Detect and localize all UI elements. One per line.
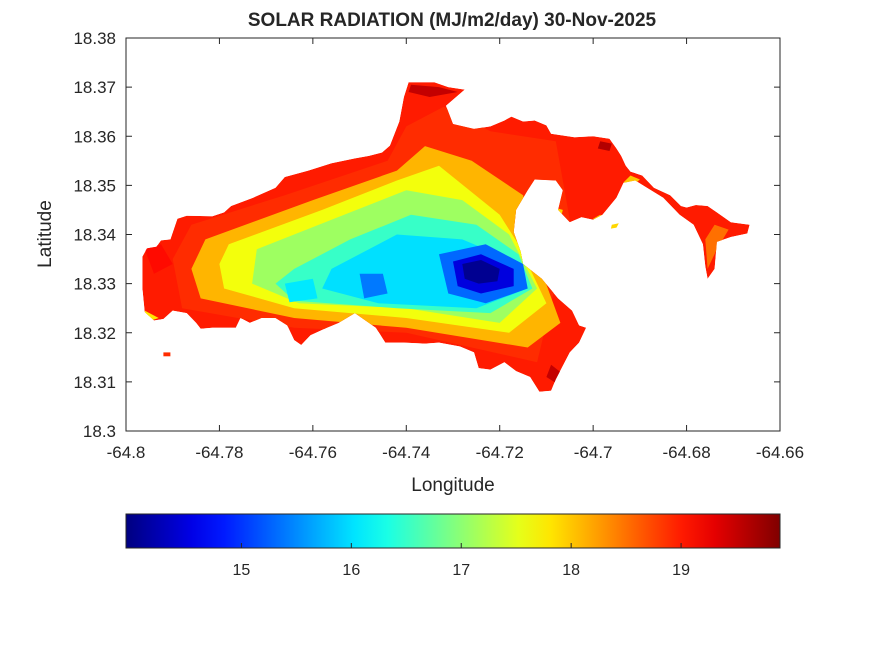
x-tick-label-6: -64.68 bbox=[662, 443, 710, 462]
y-tick-label-0: 18.3 bbox=[83, 422, 116, 441]
x-tick-label-1: -64.78 bbox=[195, 443, 243, 462]
colorbar-tick-label-4: 19 bbox=[672, 562, 690, 579]
y-tick-label-4: 18.34 bbox=[73, 226, 116, 245]
chart-title: SOLAR RADIATION (MJ/m2/day) 30-Nov-2025 bbox=[248, 10, 657, 31]
colorbar-tick-label-3: 18 bbox=[562, 562, 580, 579]
contour-bands bbox=[144, 84, 729, 383]
islets bbox=[163, 223, 619, 357]
y-tick-label-7: 18.37 bbox=[73, 78, 116, 97]
contour-band-19 bbox=[144, 244, 173, 274]
x-axis: -64.8 -64.78 -64.76 -64.74 -64.72 -64.7 -64.68… bbox=[107, 38, 804, 462]
contour-band-10 bbox=[462, 260, 500, 284]
x-tick-label-0: -64.8 bbox=[107, 443, 146, 462]
x-tick-label-5: -64.7 bbox=[574, 443, 613, 462]
heatmap-layer bbox=[142, 82, 750, 392]
y-tick-label-8: 18.38 bbox=[73, 29, 116, 48]
y-tick-label-1: 18.31 bbox=[73, 373, 116, 392]
y-tick-label-5: 18.35 bbox=[73, 176, 116, 195]
x-tick-label-7: -64.66 bbox=[756, 443, 804, 462]
y-tick-label-2: 18.32 bbox=[73, 324, 116, 343]
contour-band-6 bbox=[284, 278, 318, 303]
y-tick-label-3: 18.33 bbox=[73, 275, 116, 294]
x-tick-label-3: -64.74 bbox=[382, 443, 430, 462]
x-tick-label-4: -64.72 bbox=[476, 443, 524, 462]
colorbar-gradient bbox=[125, 513, 781, 549]
landmass bbox=[142, 82, 750, 392]
y-axis-label: Latitude bbox=[35, 200, 56, 268]
colorbar: 15 16 17 18 19 bbox=[125, 513, 781, 579]
y-axis: 18.3 18.31 18.32 18.33 18.34 18.35 18.36 18.37 1… bbox=[73, 29, 780, 441]
colorbar-tick-label-0: 15 bbox=[233, 562, 251, 579]
islet-1 bbox=[610, 223, 619, 229]
contour-band-12 bbox=[597, 141, 612, 151]
y-tick-label-6: 18.36 bbox=[73, 127, 116, 146]
colorbar-tick-label-1: 16 bbox=[342, 562, 360, 579]
colorbar-tick-label-2: 17 bbox=[452, 562, 470, 579]
contour-band-11 bbox=[408, 84, 458, 97]
x-axis-label: Longitude bbox=[411, 475, 494, 496]
x-tick-label-2: -64.76 bbox=[289, 443, 337, 462]
colorbar-ticks: 15 16 17 18 19 bbox=[233, 543, 690, 579]
islet-0 bbox=[163, 352, 171, 357]
contour-band-8 bbox=[359, 273, 388, 299]
